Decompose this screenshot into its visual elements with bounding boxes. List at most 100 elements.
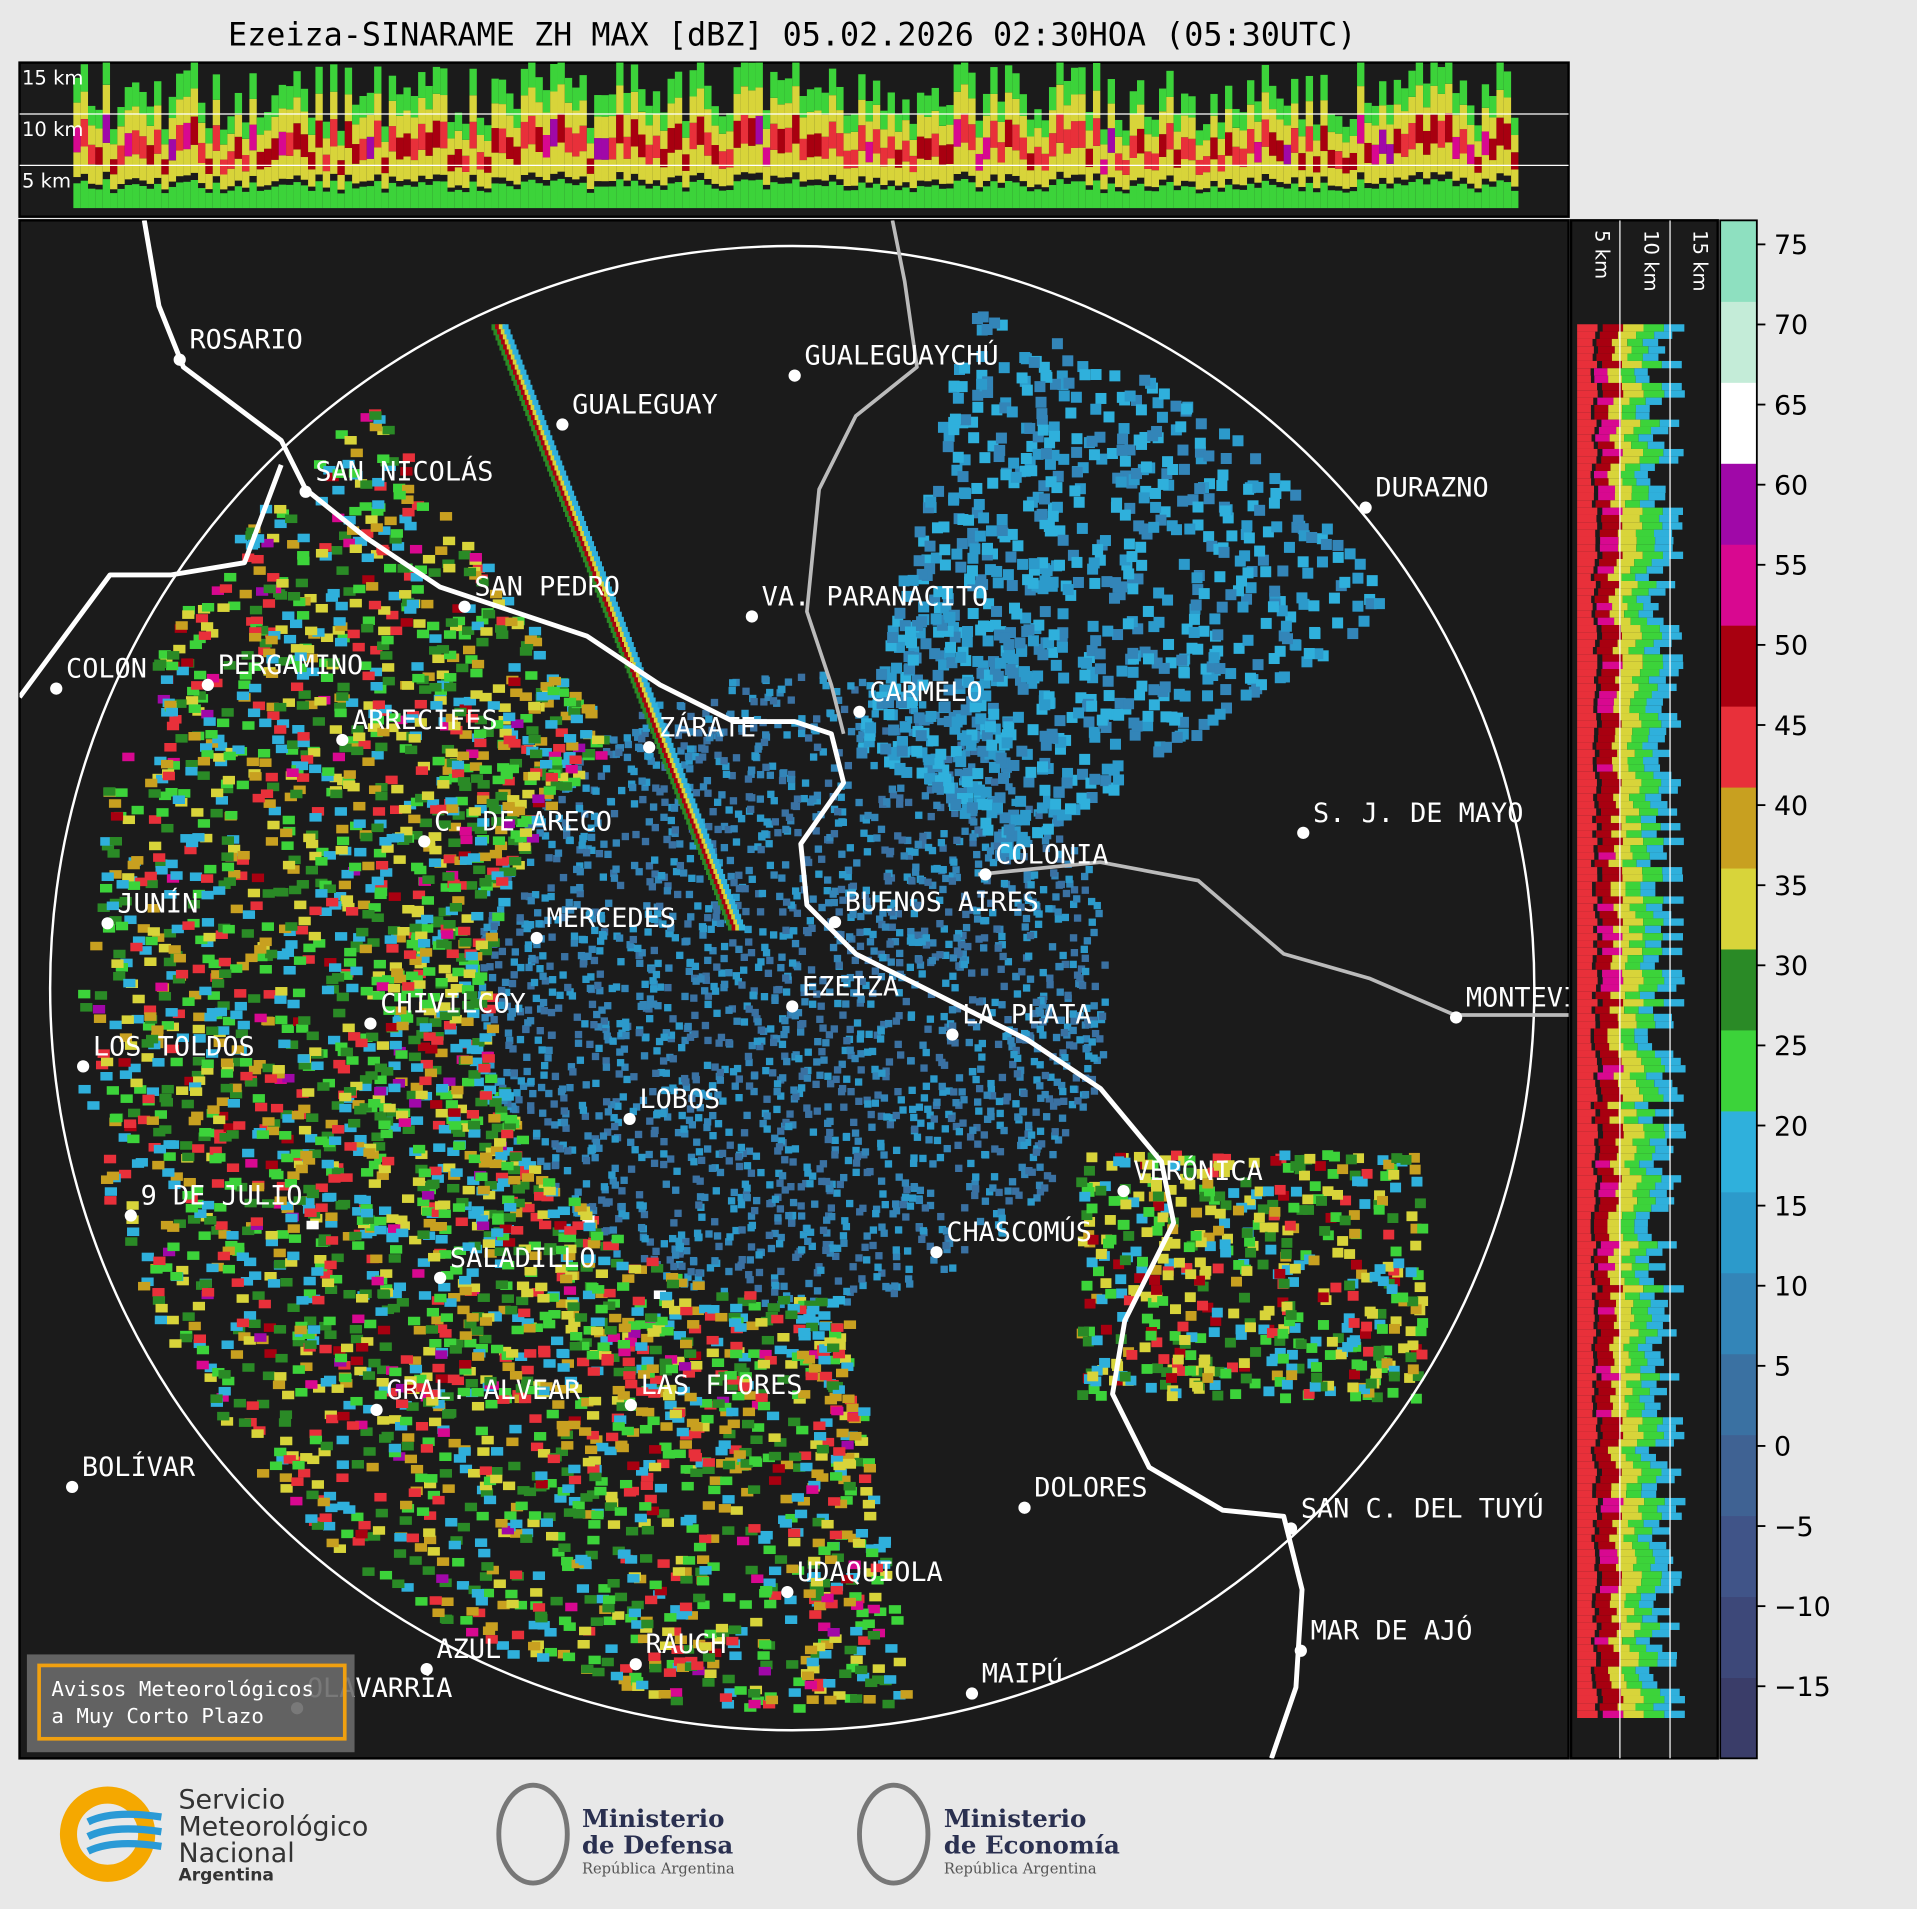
echo [791, 939, 800, 948]
echo [734, 1363, 747, 1372]
echo [916, 1186, 925, 1195]
echo [961, 776, 973, 788]
echo [539, 952, 547, 960]
echo [871, 1099, 880, 1107]
echo [618, 786, 626, 795]
profile-cell [608, 137, 617, 160]
echo [569, 1068, 577, 1076]
echo [1112, 629, 1124, 641]
echo [473, 1608, 486, 1618]
profile-cell [755, 144, 763, 173]
echo [843, 980, 851, 988]
echo [841, 1217, 849, 1225]
echo [967, 1159, 975, 1168]
profile-cell [80, 119, 89, 147]
echo [774, 829, 782, 837]
echo [809, 795, 817, 803]
echo [807, 966, 816, 974]
echo [894, 762, 906, 774]
profile-cell [425, 85, 433, 110]
echo [913, 1133, 922, 1141]
profile-cell [1415, 143, 1424, 173]
profile-cell [183, 181, 191, 209]
profile-cell [909, 123, 917, 140]
echo [971, 313, 983, 325]
echo [843, 1037, 851, 1045]
profile-cell [432, 66, 441, 94]
echo [189, 872, 203, 882]
echo [681, 992, 689, 1001]
profile-cell [410, 117, 419, 139]
echo [504, 1100, 512, 1108]
echo [1015, 795, 1027, 807]
echo [1008, 457, 1020, 469]
echo [881, 846, 889, 854]
profile-cell [1166, 96, 1174, 124]
echo [778, 1040, 787, 1049]
profile-cell [308, 169, 316, 187]
echo [1026, 975, 1035, 983]
profile-cell [674, 182, 683, 209]
echo [536, 1026, 544, 1035]
echo [724, 1238, 733, 1246]
echo [1202, 690, 1214, 702]
echo [1058, 1114, 1067, 1122]
echo [804, 734, 813, 742]
profile-cell [447, 191, 455, 209]
profile-cell [124, 133, 133, 157]
echo [1127, 647, 1139, 659]
profile-cell [843, 133, 851, 151]
profile-cell [1452, 158, 1460, 181]
echo [785, 1615, 798, 1624]
echo [1192, 584, 1204, 596]
echo [849, 910, 857, 919]
echo [974, 826, 982, 834]
echo [517, 1077, 525, 1085]
echo [1079, 753, 1091, 765]
echo [1292, 514, 1304, 526]
echo [342, 459, 355, 469]
profile-cell [476, 190, 485, 209]
echo [704, 914, 712, 922]
profile-cell [1004, 92, 1013, 120]
echo [354, 1134, 367, 1144]
profile-cell [1100, 193, 1108, 209]
echo [660, 1033, 668, 1041]
echo [80, 1003, 93, 1012]
echo [427, 1490, 441, 1500]
profile-cell [975, 120, 983, 138]
echo [999, 952, 1007, 961]
echo [657, 872, 666, 880]
echo [672, 1186, 680, 1194]
echo [869, 1241, 877, 1250]
echo [837, 885, 846, 894]
echo [692, 1175, 700, 1183]
echo [611, 1164, 619, 1172]
echo [1020, 1089, 1028, 1098]
echo [886, 1121, 895, 1129]
echo [773, 986, 781, 994]
profile-cell [704, 184, 712, 209]
echo [319, 658, 332, 668]
profile-cell [425, 155, 433, 180]
profile-cell [1283, 144, 1292, 165]
echo [951, 809, 959, 818]
echo [748, 875, 756, 883]
profile-cell [704, 85, 712, 110]
echo [872, 895, 880, 903]
echo [735, 945, 743, 954]
echo [1054, 908, 1062, 916]
echo [638, 777, 646, 785]
echo [705, 715, 713, 723]
echo [1037, 1140, 1046, 1148]
profile-cell [359, 138, 367, 161]
echo [734, 810, 743, 818]
echo [564, 1147, 572, 1155]
echo [995, 432, 1007, 444]
echo [1099, 1051, 1108, 1059]
echo [884, 1160, 893, 1168]
profile-cell [564, 127, 573, 153]
echo [1075, 692, 1087, 704]
echo [877, 825, 886, 833]
echo [1101, 961, 1109, 969]
